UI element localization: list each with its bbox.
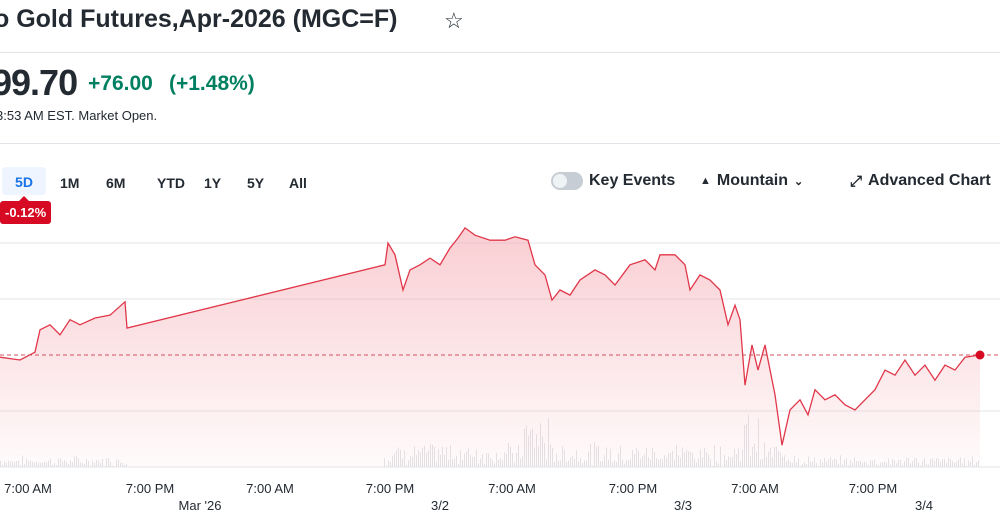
price-chart[interactable] (0, 225, 1000, 475)
range-tab-5y[interactable]: 5Y (247, 175, 265, 191)
date-label: Mar '26 (178, 498, 222, 513)
chevron-down-icon: ⌄ (793, 175, 804, 188)
price-change: +76.00 (88, 72, 153, 95)
page-title: o Gold Futures,Apr-2026 (MGC=F) (0, 5, 398, 33)
range-tab-1y[interactable]: 1Y (204, 175, 222, 191)
expand-icon: ⤢ (850, 172, 863, 190)
price-line (0, 226, 981, 446)
advanced-chart-button[interactable]: ⤢ Advanced Chart (850, 172, 991, 190)
chart-type-label: Mountain (716, 172, 788, 189)
key-events-toggle[interactable]: Key Events (551, 172, 675, 190)
x-tick-label: 7:00 PM (365, 481, 415, 496)
star-outline-icon[interactable]: ☆ (444, 8, 464, 33)
range-tab-1m[interactable]: 1M (60, 175, 80, 191)
range-change-badge: -0.12% (0, 196, 52, 224)
x-tick-label: 7:00 AM (246, 481, 294, 496)
price: 99.70 (0, 62, 78, 103)
x-tick-label: 7:00 AM (488, 481, 536, 496)
price-change-percent: (+1.48%) (169, 72, 255, 95)
key-events-label: Key Events (589, 172, 676, 189)
advanced-chart-label: Advanced Chart (868, 172, 991, 189)
range-tab-ytd[interactable]: YTD (157, 175, 185, 191)
date-label: 3/2 (430, 498, 450, 513)
range-tab-6m[interactable]: 6M (106, 175, 126, 191)
x-tick-label: 7:00 PM (125, 481, 175, 496)
range-tab-5d[interactable]: 5D (2, 167, 46, 195)
divider (0, 52, 1000, 53)
current-price-dot (975, 350, 985, 360)
toggle-switch[interactable] (551, 172, 583, 190)
mountain-icon: ▲ (700, 175, 711, 187)
chart-type-dropdown[interactable]: ▲ Mountain ⌄ (700, 172, 803, 190)
x-tick-label: 7:00 AM (4, 481, 52, 496)
date-label: 3/3 (673, 498, 693, 513)
range-tab-all[interactable]: All (289, 175, 307, 191)
market-status: 3:53 AM EST. Market Open. (0, 108, 158, 123)
divider (0, 143, 1000, 144)
x-tick-label: 7:00 PM (608, 481, 658, 496)
date-label: 3/4 (914, 498, 934, 513)
x-tick-label: 7:00 PM (848, 481, 898, 496)
area-fill (0, 227, 980, 467)
x-tick-label: 7:00 AM (731, 481, 779, 496)
